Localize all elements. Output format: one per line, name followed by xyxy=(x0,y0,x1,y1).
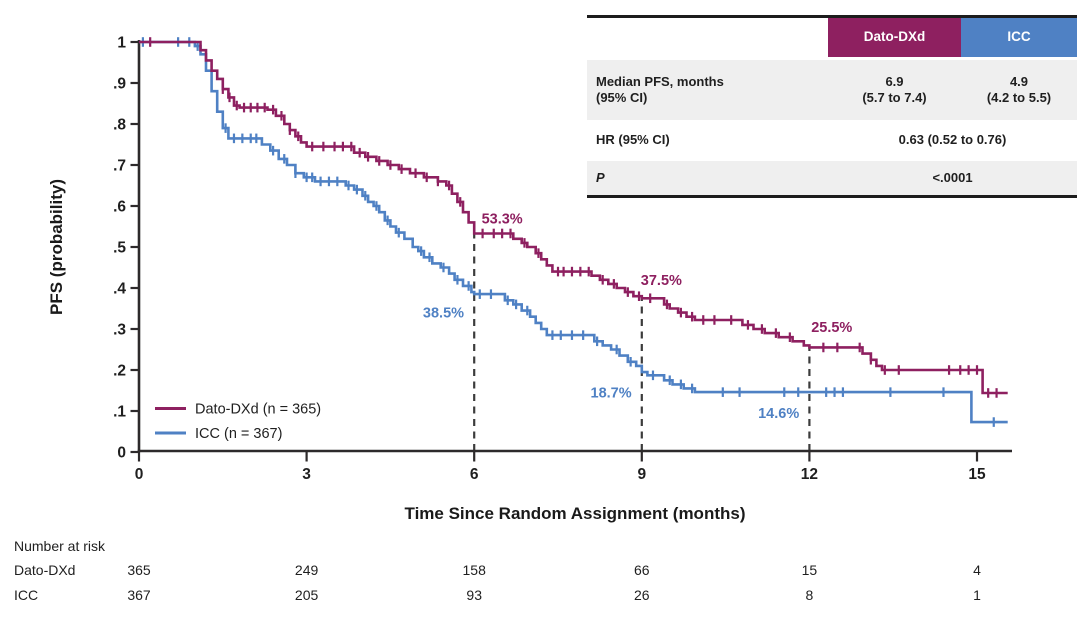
p-label: P xyxy=(596,169,605,185)
at-risk-value: 365 xyxy=(127,562,151,578)
landmark-label-dato: 53.3% xyxy=(482,211,523,227)
median-pfs-icc-value: 4.9 xyxy=(1009,73,1029,89)
hr-row: HR (95% CI) 0.63 (0.52 to 0.76) xyxy=(587,123,1077,158)
x-tick-label: 15 xyxy=(968,466,986,483)
results-header-dato: Dato-DXd xyxy=(828,18,961,57)
km-curve-icc xyxy=(139,40,1008,424)
y-tick-label: .8 xyxy=(113,117,126,134)
hr-value: 0.63 (0.52 to 0.76) xyxy=(898,132,1007,148)
median-pfs-label: Median PFS, months xyxy=(596,73,724,89)
hr-label: HR (95% CI) xyxy=(596,132,670,148)
at-risk-value: 1 xyxy=(973,587,981,603)
at-risk-row-label: ICC xyxy=(14,587,38,603)
y-tick-label: .1 xyxy=(113,404,126,421)
legend-label-icc: ICC (n = 367) xyxy=(195,426,282,442)
at-risk-value: 8 xyxy=(806,587,814,603)
y-tick-label: .9 xyxy=(113,76,126,93)
at-risk-value: 66 xyxy=(634,562,650,578)
p-value-row: P <.0001 xyxy=(587,161,1077,195)
x-tick-label: 0 xyxy=(135,466,144,483)
median-pfs-dato-value: 6.9 xyxy=(885,73,904,89)
at-risk-row-label: Dato-DXd xyxy=(14,562,75,578)
results-header-blank xyxy=(587,18,828,57)
y-tick-label: .2 xyxy=(113,363,126,380)
landmark-label-icc: 38.5% xyxy=(423,306,464,322)
y-axis-title: PFS (probability) xyxy=(47,179,66,315)
x-tick-label: 9 xyxy=(637,466,646,483)
row-divider xyxy=(587,120,1077,123)
results-header-icc: ICC xyxy=(961,18,1077,57)
at-risk-value: 158 xyxy=(463,562,487,578)
landmark-label-icc: 14.6% xyxy=(758,406,799,422)
row-divider xyxy=(587,158,1077,161)
x-tick-label: 3 xyxy=(302,466,311,483)
results-table-header: Dato-DXd ICC xyxy=(587,18,1077,57)
at-risk-value: 367 xyxy=(127,587,151,603)
x-tick-label: 6 xyxy=(470,466,479,483)
y-tick-label: 0 xyxy=(117,445,126,462)
y-tick-label: .3 xyxy=(113,322,126,339)
median-pfs-dato-ci: (5.7 to 7.4) xyxy=(862,90,927,105)
at-risk-value: 26 xyxy=(634,587,650,603)
at-risk-title: Number at risk xyxy=(14,538,106,554)
y-tick-label: .7 xyxy=(113,158,126,175)
legend-label-dato: Dato-DXd (n = 365) xyxy=(195,402,321,418)
at-risk-value: 15 xyxy=(802,562,818,578)
results-header-dato-label: Dato-DXd xyxy=(863,29,926,45)
y-tick-label: 1 xyxy=(117,35,126,52)
y-tick-label: .4 xyxy=(113,281,126,298)
landmark-label-dato: 25.5% xyxy=(811,320,852,336)
results-table: Dato-DXd ICC Median PFS, months (95% CI)… xyxy=(587,15,1077,198)
at-risk-value: 205 xyxy=(295,587,319,603)
landmark-label-icc: 18.7% xyxy=(591,386,632,402)
results-header-icc-label: ICC xyxy=(1007,29,1031,45)
median-pfs-icc-ci: (4.2 to 5.5) xyxy=(986,90,1052,105)
at-risk-value: 93 xyxy=(466,587,482,603)
at-risk-value: 4 xyxy=(973,562,981,578)
median-pfs-ci-label: (95% CI) xyxy=(596,90,648,105)
x-axis-title: Time Since Random Assignment (months) xyxy=(405,504,746,523)
median-pfs-row: Median PFS, months (95% CI) 6.9 (5.7 to … xyxy=(587,60,1077,120)
landmark-label-dato: 37.5% xyxy=(641,273,682,289)
x-tick-label: 12 xyxy=(801,466,818,483)
at-risk-value: 249 xyxy=(295,562,319,578)
y-tick-label: .6 xyxy=(113,199,126,216)
y-tick-label: .5 xyxy=(113,240,126,257)
row-divider xyxy=(587,57,1077,60)
p-value: <.0001 xyxy=(932,169,973,185)
